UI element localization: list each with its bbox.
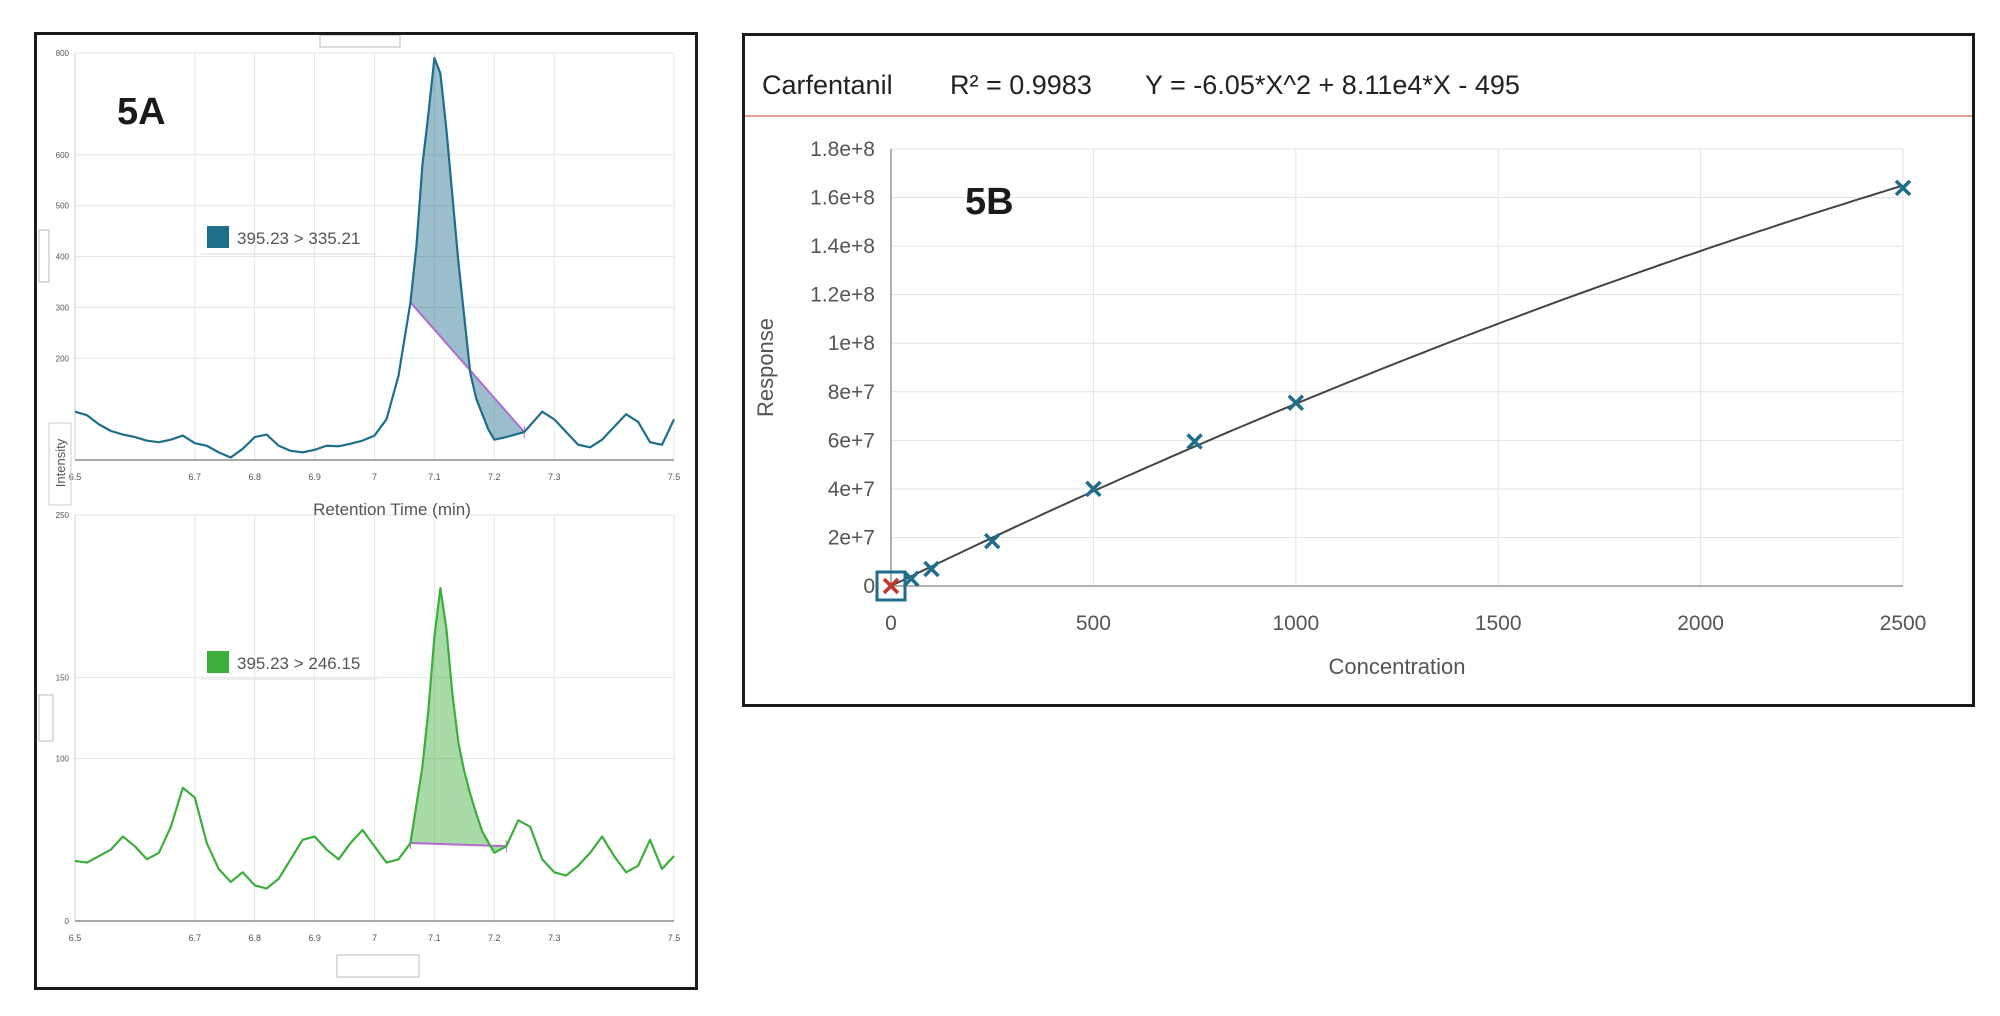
trace-2-legend-label: 395.23 > 246.15: [237, 654, 360, 673]
x-axis-title: Concentration: [1329, 654, 1466, 679]
trace-2-x-tick-label: 6.5: [69, 933, 82, 943]
x-tick-label: 2000: [1677, 612, 1724, 635]
trace-1-x-tick-label: 6.7: [189, 472, 202, 482]
x-tick-label: 1500: [1475, 612, 1522, 635]
trace-1-x-tick-label: 7.2: [488, 472, 501, 482]
trace-1-x-tick-label: 7: [372, 472, 377, 482]
trace-2-y-tick-label: 250: [56, 511, 70, 520]
data-point: [1894, 179, 1912, 197]
y-axis-title-frame: [48, 422, 72, 506]
trace-2-y-tick-label: 150: [56, 673, 70, 682]
trace-1-y-tick-label: 600: [56, 151, 70, 160]
trace-1-y-tick-label: 800: [56, 49, 70, 58]
point-mark-stroke-b: [1085, 480, 1102, 498]
trace-1-x-tick-label: 6.8: [248, 472, 261, 482]
y-tick-label: 1.6e+8: [810, 187, 875, 210]
y-tick-label: 1.8e+8: [810, 138, 875, 161]
point-mark-stroke-b: [923, 560, 940, 578]
point-mark-stroke-b: [1287, 394, 1305, 411]
y-axis-title: Intensity: [53, 438, 68, 487]
trace-1-legend-swatch: [207, 226, 229, 248]
trace-2-x-tick-label: 7.3: [548, 933, 561, 943]
trace-1-y-tick-label: 500: [56, 202, 70, 211]
trace-1-chart: 6.5 6.7 6.8 6.9 7 7.1 7.2 7.3 7.5 200 300 400 500 600…: [56, 49, 681, 482]
x-tick-label: 2500: [1880, 612, 1927, 635]
trace-2-x-tick-label: 6.7: [189, 933, 202, 943]
panel-5b-label: 5B: [965, 181, 1014, 223]
trace-1-x-tick-label: 6.5: [69, 472, 82, 482]
y-tick-label: 8e+7: [828, 381, 875, 404]
y-axis-title: Response: [753, 318, 778, 417]
trace-2-x-tick-label: 6.8: [248, 933, 261, 943]
data-point: [983, 532, 1001, 550]
y-tick-label: 1.4e+8: [810, 235, 875, 258]
calibration-curve-svg: Carfentanil R² = 0.9983 Y = -6.05*X^2 + 8.…: [745, 70, 1972, 679]
data-point: [923, 560, 940, 578]
y-tick-label: 1.2e+8: [810, 284, 875, 307]
panel-5a-label: 5A: [117, 91, 166, 133]
point-mark-stroke-b: [1186, 433, 1203, 450]
point-mark-stroke-b: [903, 570, 920, 587]
panel-5a: 6.5 6.7 6.8 6.9 7 7.1 7.2 7.3 7.5 200 300 400 500 600…: [34, 32, 698, 990]
trace-2-x-tick-label: 7.1: [428, 933, 441, 943]
panel-5b: Carfentanil R² = 0.9983 Y = -6.05*X^2 + 8.…: [742, 33, 1975, 707]
top-tab-box: [319, 35, 401, 48]
trace-1-x-tick-label: 7.3: [548, 472, 561, 482]
trace-1-y-tick-label: 200: [56, 354, 70, 363]
trace-2-y-tick-label: 100: [56, 755, 70, 764]
data-point: [1186, 433, 1203, 450]
y-tick-label: 6e+7: [828, 429, 875, 452]
y-tick-label: 4e+7: [828, 478, 875, 501]
y-tick-label: 1e+8: [828, 332, 875, 355]
x-tick-label: 500: [1076, 612, 1111, 635]
regression-equation: Y = -6.05*X^2 + 8.11e4*X - 495: [1145, 70, 1520, 100]
x-tick-label: 1000: [1272, 612, 1319, 635]
left-handle-box-2: [38, 694, 54, 742]
data-point: [1287, 394, 1305, 411]
y-tick-label: 0: [863, 575, 875, 598]
data-point: [903, 570, 920, 587]
trace-1-peak-area: [410, 58, 525, 440]
compound-name: Carfentanil: [762, 70, 893, 100]
bottom-tab-box: [336, 954, 420, 978]
trace-1-x-tick-label: 6.9: [308, 472, 321, 482]
x-axis-title: Retention Time (min): [313, 500, 471, 519]
trace-1-y-tick-label: 400: [56, 253, 70, 262]
data-point: [1085, 480, 1102, 498]
trace-2-legend-swatch: [207, 651, 229, 673]
trace-2-x-tick-label: 7.5: [668, 933, 681, 943]
trace-1-trace-line: [74, 56, 675, 459]
r-squared: R² = 0.9983: [950, 70, 1092, 100]
x-tick-label: 0: [885, 612, 897, 635]
chromatogram-svg: 6.5 6.7 6.8 6.9 7 7.1 7.2 7.3 7.5 200 300 400 500 600…: [38, 35, 681, 978]
trace-2-chart: 6.5 6.7 6.8 6.9 7 7.1 7.2 7.3 7.5 0 100 150 250 395.2…: [56, 511, 681, 943]
fit-curve: [890, 184, 1904, 587]
trace-2-x-tick-label: 6.9: [308, 933, 321, 943]
trace-1-integration-baseline: [409, 301, 526, 433]
trace-2-x-tick-label: 7: [372, 933, 377, 943]
y-tick-label: 2e+7: [828, 526, 875, 549]
trace-2-y-tick-label: 0: [65, 917, 70, 926]
left-handle-box-1: [38, 229, 50, 283]
trace-1-x-tick-label: 7.1: [428, 472, 441, 482]
trace-2-peak-area: [410, 588, 507, 853]
trace-1-legend-label: 395.23 > 335.21: [237, 229, 360, 248]
point-mark-stroke-b: [1894, 179, 1912, 197]
trace-1-y-tick-label: 300: [56, 303, 70, 312]
trace-2-trace-line: [74, 586, 675, 890]
trace-2-x-tick-label: 7.2: [488, 933, 501, 943]
point-mark-stroke-b: [983, 532, 1001, 550]
point-mark-stroke-b: [882, 577, 900, 595]
trace-1-x-tick-label: 7.5: [668, 472, 681, 482]
